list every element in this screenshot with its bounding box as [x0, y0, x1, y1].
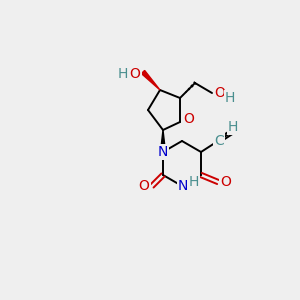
Text: H: H	[118, 67, 128, 81]
Polygon shape	[141, 70, 160, 90]
Text: H: H	[228, 120, 238, 134]
Text: H: H	[189, 175, 199, 189]
Text: N: N	[158, 145, 168, 159]
Text: O: O	[214, 86, 225, 100]
Text: H: H	[225, 91, 235, 105]
Text: O: O	[139, 179, 149, 193]
Polygon shape	[160, 130, 166, 152]
Text: O: O	[130, 67, 140, 81]
Text: N: N	[178, 179, 188, 193]
Text: O: O	[220, 175, 231, 189]
Text: C: C	[214, 134, 224, 148]
Text: O: O	[184, 112, 194, 126]
